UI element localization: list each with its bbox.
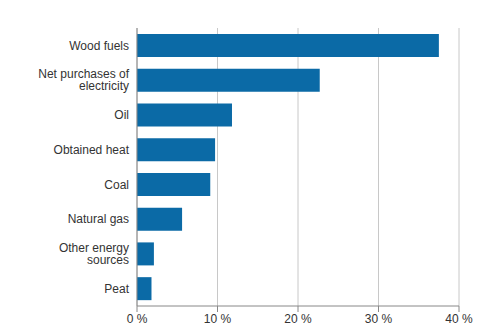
svg-text:Natural gas: Natural gas	[68, 212, 129, 226]
svg-text:Net purchases ofelectricity: Net purchases ofelectricity	[38, 67, 129, 93]
svg-text:10 %: 10 %	[204, 312, 232, 326]
svg-text:20 %: 20 %	[284, 312, 312, 326]
svg-text:Coal: Coal	[104, 178, 129, 192]
svg-text:Wood fuels: Wood fuels	[69, 39, 129, 53]
svg-text:Other energysources: Other energysources	[59, 241, 129, 267]
svg-text:0 %: 0 %	[127, 312, 148, 326]
svg-text:40 %: 40 %	[445, 312, 473, 326]
svg-text:Obtained heat: Obtained heat	[54, 143, 130, 157]
svg-text:30 %: 30 %	[365, 312, 393, 326]
svg-text:Oil: Oil	[114, 108, 129, 122]
svg-text:Peat: Peat	[104, 282, 129, 296]
